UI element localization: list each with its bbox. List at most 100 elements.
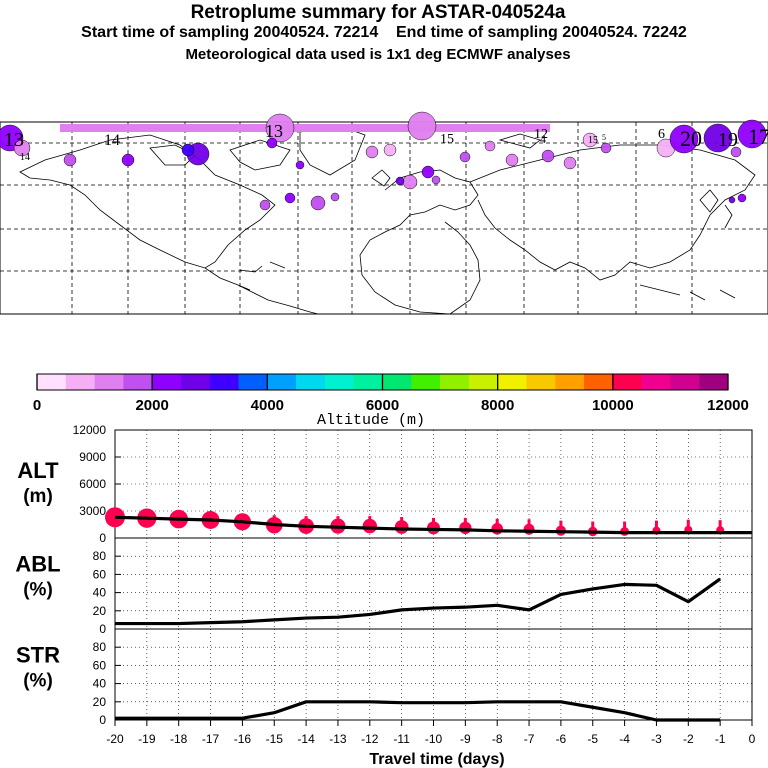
x-tick-label: -1: [715, 732, 726, 746]
page-title: Retroplume summary for ASTAR-040524a: [190, 2, 566, 23]
colorbar-cell: [641, 374, 671, 390]
colorbar-cell: [353, 374, 383, 390]
x-tick-label: -20: [106, 732, 124, 746]
plume-cluster-marker: [730, 146, 742, 158]
y-tick-label: 80: [93, 549, 107, 563]
colorbar-cell: [411, 374, 441, 390]
time-series-panels: 030006000900012000ALT(m)020406080ABL(%)0…: [15, 423, 755, 746]
colorbar-cell: [238, 374, 268, 390]
y-tick-label: 40: [93, 677, 107, 691]
plume-cluster-marker: [505, 153, 519, 167]
x-tick-label: -13: [329, 732, 347, 746]
map-age-label: 5: [602, 133, 606, 142]
colorbar-cell: [267, 374, 297, 390]
map-age-label: 13: [4, 129, 24, 151]
plume-cluster-marker: [121, 153, 135, 167]
colorbar-cell: [555, 374, 585, 390]
plume-cluster-marker: [541, 149, 555, 163]
alt-range-bar: [686, 519, 690, 528]
colorbar-tick-label: 12000: [707, 397, 749, 414]
alt-range-bar: [463, 517, 467, 526]
series-line-alt: [114, 515, 752, 535]
series-line-abl: [115, 577, 722, 626]
x-tick-label: -5: [587, 732, 598, 746]
colorbar-tick-label: 10000: [592, 397, 634, 414]
y-tick-label: 20: [93, 695, 107, 709]
plume-cluster-marker: [737, 119, 767, 149]
colorbar-cell: [468, 374, 498, 390]
alt-range-bar: [495, 518, 499, 527]
plume-cluster-marker: [284, 192, 296, 204]
alt-range-bar: [368, 516, 372, 525]
x-axis-ticks: -20 -19 -18 -17 -16 -15 -14 -13 -12 -11 -10 -9 -8 -7-…: [106, 720, 756, 746]
panel-alt: 0 3000 6000 9000 12000 ALT (m): [17, 423, 753, 545]
map-age-label: 17: [748, 124, 768, 149]
colorbar-cell: [382, 374, 412, 390]
plume-cluster-marker: [737, 193, 747, 203]
x-tick-label: -16: [234, 732, 252, 746]
plume-cluster-marker: [484, 140, 496, 152]
panel-abl: 0 20 40 60 80 ABL (%): [15, 537, 753, 636]
colorbar-tick-label: 6000: [366, 397, 399, 414]
plume-cluster-marker: [395, 176, 405, 186]
colorbar-cell: [584, 374, 614, 390]
x-tick-label: 0: [749, 732, 756, 746]
alt-range-bar: [559, 520, 563, 529]
plume-cluster-marker: [181, 143, 195, 157]
colorbar-cells: [36, 374, 729, 390]
map-age-label: 15: [440, 132, 454, 147]
y-axis-label: ALT: [17, 458, 59, 483]
y-axis-unit: (m): [23, 486, 53, 507]
series-line-str: [115, 700, 721, 722]
alt-range-bar: [336, 516, 340, 525]
end-time: End time of sampling 20040524. 72242: [396, 24, 687, 41]
plume-cluster-marker: [600, 142, 612, 154]
colorbar-cell: [180, 374, 211, 390]
colorbar-cell: [699, 374, 729, 390]
x-tick-label: -15: [266, 732, 284, 746]
colorbar-tick-label: 0: [33, 397, 41, 414]
x-tick-label: -6: [556, 732, 567, 746]
colorbar-cell: [670, 374, 700, 390]
panel-frame: [114, 537, 753, 630]
alt-range-bar: [432, 517, 435, 526]
colorbar-tick-label: 8000: [481, 397, 514, 414]
alt-range-bar: [623, 521, 627, 530]
map-age-label: 14: [104, 132, 120, 149]
retroplume-markers: [0, 111, 767, 211]
colorbar-cell: [296, 374, 326, 390]
map-age-label: 12: [534, 127, 548, 142]
x-axis-label: Travel time (days): [369, 751, 504, 768]
colorbar-cell: [209, 374, 239, 390]
plume-cluster-marker: [310, 195, 326, 211]
colorbar-cell: [123, 374, 153, 390]
colorbar-tick-label: 4000: [251, 397, 284, 414]
colorbar-cell: [497, 374, 527, 390]
plume-cluster-marker: [266, 137, 278, 149]
colorbar-cell: [440, 374, 470, 390]
map-age-label: 4: [540, 132, 546, 146]
x-tick-label: -9: [460, 732, 471, 746]
plume-cluster-marker: [703, 123, 733, 153]
alt-range-bar: [718, 520, 722, 529]
y-tick-label: 40: [93, 586, 107, 600]
colorbar-cell: [152, 374, 182, 390]
alt-range-bar: [591, 521, 595, 530]
x-tick-label: -3: [651, 732, 662, 746]
y-axis-label: STR: [16, 643, 60, 668]
sampling-times: Start time of sampling 20040524. 72214 E…: [0, 24, 768, 42]
colorbar-cell: [324, 374, 355, 390]
y-tick-label: 80: [93, 640, 107, 654]
y-tick-label: 0: [99, 622, 106, 636]
plume-cluster-marker: [265, 113, 295, 143]
y-tick-label: 60: [93, 658, 107, 672]
x-tick-label: -17: [202, 732, 220, 746]
alt-range-bar: [400, 517, 404, 525]
x-tick-label: -8: [492, 732, 503, 746]
plume-cluster-marker: [13, 139, 31, 157]
colorbar-tick-label: 2000: [135, 397, 168, 414]
colorbar-frame: [36, 373, 729, 391]
plume-cluster-marker: [402, 174, 418, 190]
